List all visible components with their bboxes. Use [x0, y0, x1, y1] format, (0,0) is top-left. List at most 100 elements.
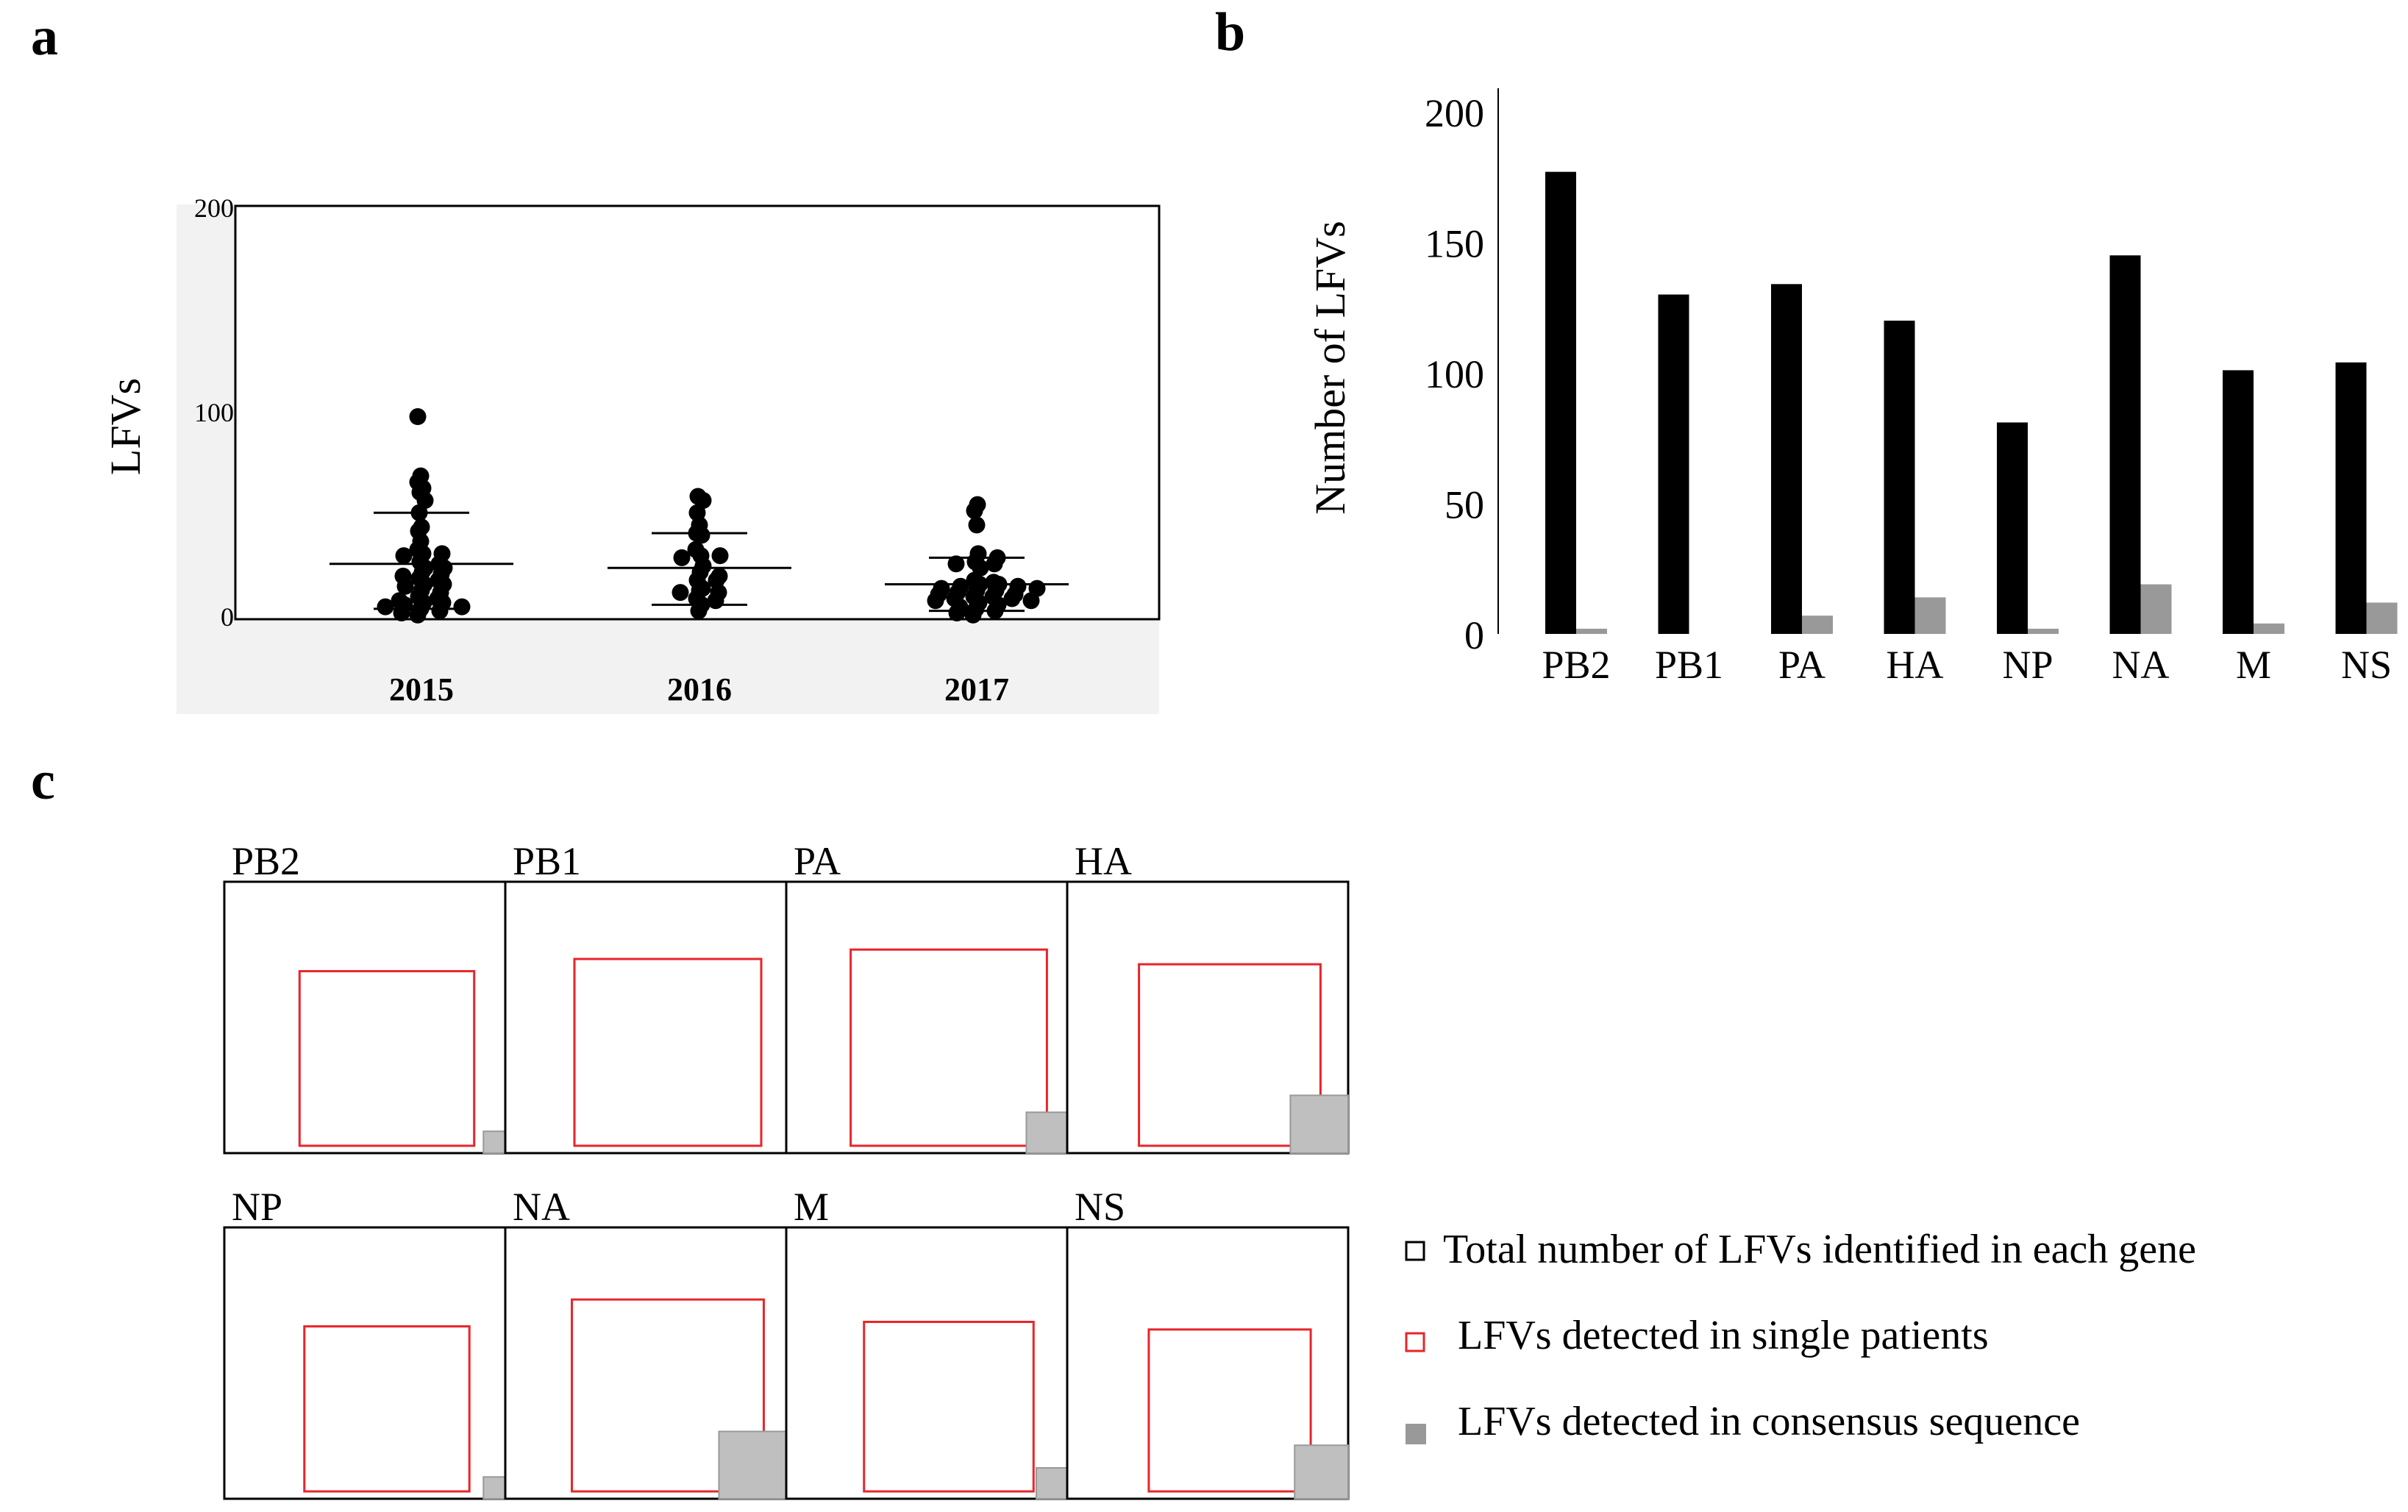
panel-a-point-2015: [409, 408, 427, 426]
panel-b-y-axis-label: Number of LFVs: [1306, 221, 1354, 515]
panel-a-point-2016: [711, 547, 729, 565]
panel-b-bar-consensus-NS: [2366, 602, 2398, 634]
panel-a-x-tick-labels: 2015 2016 2017: [389, 671, 1009, 707]
panel-b-x-tick-label: M: [2236, 643, 2271, 687]
legend-total-label: Total number of LFVs identified in each …: [1443, 1227, 2196, 1272]
panel-a-point-2017: [986, 555, 1003, 573]
panel-c-gene-label-M: M: [794, 1185, 829, 1229]
panel-b-bar-total-PB2: [1545, 171, 1576, 634]
panel-a-point-2017: [947, 555, 965, 573]
panel-b-y-tick-label: 200: [1425, 91, 1484, 135]
panel-b-y-tick-label: 0: [1464, 613, 1484, 657]
panel-b-x-tick-labels: PB2 PB1 PA HA NP NA M NS: [1542, 643, 2392, 687]
panel-c-gene-label-PA: PA: [794, 839, 841, 883]
panel-c-cell-PB1: [504, 880, 788, 1155]
panel-a-x-tick-label: 2015: [389, 671, 454, 707]
panel-a-point-2015: [431, 602, 449, 620]
panel-c-single-square-NS: [1147, 1328, 1312, 1493]
panel-b-bar-consensus-HA: [1914, 597, 1946, 634]
panel-c-gene-label-PB2: PB2: [232, 839, 300, 883]
panel-c-cell-M: [785, 1226, 1069, 1500]
panel-c-gene-label-HA: HA: [1075, 839, 1132, 883]
panel-b-bar-consensus-M: [2254, 623, 2284, 634]
panel-a-x-tick-label: 2016: [667, 671, 732, 707]
panel-c-single-square-NP: [303, 1325, 471, 1493]
panel-b-bar-chart: Number of LFVs 0 50 100 150 200 PB2 PB1 PA HA NP…: [1306, 88, 2398, 687]
panel-c-gene-label-NS: NS: [1075, 1185, 1125, 1229]
panel-b-bar-total-NA: [2109, 255, 2141, 634]
panel-a-point-2017: [964, 606, 982, 624]
panel-c-consensus-square-NS: [1294, 1444, 1350, 1500]
panel-b-x-tick-label: PB2: [1542, 643, 1610, 687]
panel-b-x-tick-label: NP: [2002, 643, 2053, 687]
panel-c-cell-PB2: [223, 880, 507, 1155]
panel-c-single-square-NA: [571, 1298, 765, 1493]
panel-label-c: c: [31, 751, 55, 811]
panel-a-point-2017: [927, 592, 944, 610]
panel-label-b: b: [1215, 2, 1245, 63]
panel-a-y-axis-label: LFVs: [101, 378, 149, 475]
panel-a-error-bars: [330, 511, 1069, 613]
panel-a-point-2017: [1022, 592, 1040, 610]
panel-a-y-tick-label: 0: [221, 602, 234, 632]
panel-c-consensus-square-M: [1036, 1467, 1068, 1499]
panel-b-bar-total-PB1: [1658, 294, 1689, 634]
panel-b-bar-consensus-PA: [1802, 616, 1833, 634]
panel-c-single-square-M: [863, 1320, 1035, 1493]
panel-a-y-tick-label: 200: [194, 193, 234, 223]
panel-a-point-2016: [690, 602, 708, 620]
panel-b-y-ticks: 0 50 100 150 200: [1425, 91, 1484, 657]
panel-b-bar-total-M: [2223, 370, 2254, 634]
legend-consensus-swatch: [1406, 1424, 1426, 1444]
panel-a-point-2017: [1003, 590, 1021, 607]
panel-a-point-2015: [396, 577, 414, 595]
panel-c-consensus-square-NP: [482, 1476, 506, 1499]
panel-a-scatter: LFVs 0 100 200 2015 2016 2017: [101, 193, 1161, 714]
panel-b-x-tick-label: NS: [2341, 643, 2392, 687]
panel-a-point-2017: [968, 516, 986, 534]
panel-a-y-tick-label: 100: [194, 398, 234, 427]
panel-c-area-squares: PB2 PB1 PA HA NP NA M NS Total number of LFVs i…: [223, 839, 2196, 1500]
panel-b-x-tick-label: NA: [2112, 643, 2170, 687]
panel-b-bar-total-NS: [2335, 362, 2367, 634]
panel-a-point-2015: [409, 606, 427, 624]
panel-a-point-2017: [966, 502, 983, 519]
panel-b-y-tick-label: 150: [1425, 222, 1484, 266]
panel-c-gene-label-PB1: PB1: [513, 839, 581, 883]
panel-b-bar-total-NP: [1997, 422, 2028, 634]
panel-b-bars: [1545, 171, 2398, 634]
panel-c-single-square-PB1: [573, 958, 763, 1147]
panel-c-cell-NP: [223, 1226, 507, 1500]
panel-c-cells: PB2 PB1 PA HA NP NA M NS: [223, 839, 1350, 1500]
legend-total-swatch: [1405, 1241, 1425, 1261]
panel-a-point-2016: [693, 527, 710, 544]
panel-c-gene-label-NA: NA: [513, 1185, 570, 1229]
panel-b-bar-total-PA: [1771, 284, 1802, 634]
panel-c-single-square-PB2: [298, 970, 476, 1147]
panel-b-bar-consensus-NA: [2140, 584, 2172, 634]
legend-single-swatch: [1405, 1332, 1425, 1352]
panel-a-y-ticks: 0 100 200: [194, 193, 234, 632]
panel-c-consensus-square-PA: [1025, 1111, 1068, 1154]
panel-c-consensus-square-PB2: [482, 1130, 506, 1154]
panel-c-legend: Total number of LFVs identified in each …: [1405, 1227, 2196, 1444]
legend-single-label: LFVs detected in single patients: [1458, 1313, 1989, 1358]
panel-c-single-square-PA: [849, 948, 1048, 1147]
panel-a-x-tick-label: 2017: [944, 671, 1009, 707]
panel-a-point-2017: [948, 604, 966, 621]
panel-a-point-2015: [393, 604, 410, 621]
legend-consensus-label: LFVs detected in consensus sequence: [1458, 1399, 2080, 1444]
panel-b-x-tick-label: HA: [1887, 643, 1944, 687]
panel-c-consensus-square-HA: [1289, 1094, 1349, 1154]
panel-a-point-2016: [672, 584, 689, 602]
panel-label-a: a: [31, 7, 58, 67]
panel-b-y-tick-label: 100: [1425, 352, 1484, 396]
panel-a-point-2015: [453, 598, 471, 616]
panel-b-bar-consensus-PB2: [1576, 628, 1607, 634]
panel-a-point-2015: [377, 598, 394, 616]
panel-c-consensus-square-NA: [718, 1430, 788, 1500]
panel-a-point-2015: [395, 547, 413, 565]
panel-a-point-2016: [673, 549, 691, 566]
panel-c-cell-PA: [785, 880, 1069, 1155]
